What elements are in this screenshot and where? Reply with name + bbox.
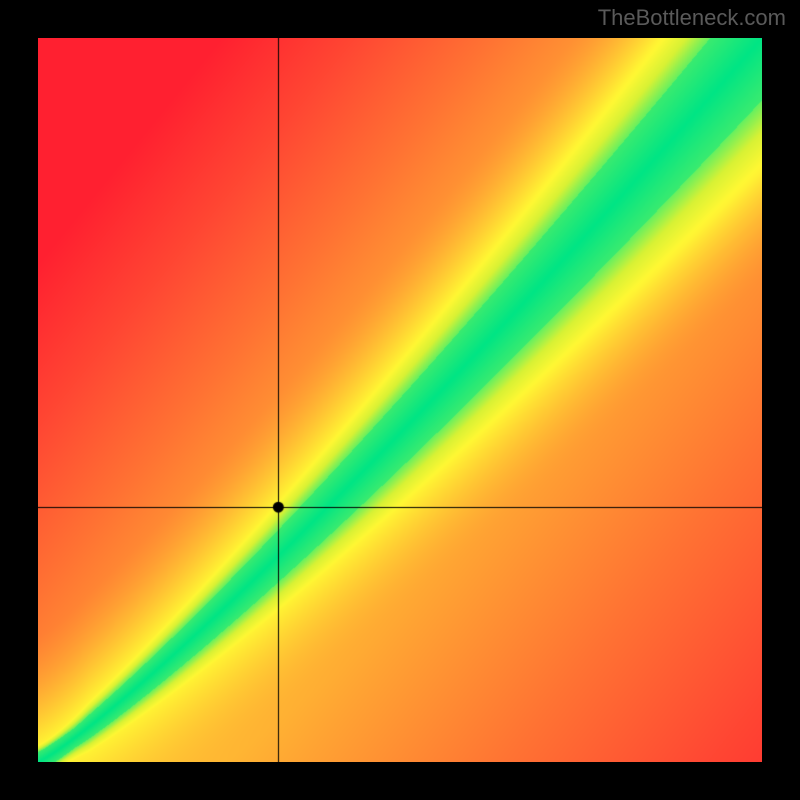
plot-area	[38, 38, 762, 762]
watermark-text: TheBottleneck.com	[598, 5, 786, 31]
chart-frame: TheBottleneck.com	[0, 0, 800, 800]
heatmap-canvas	[38, 38, 762, 762]
